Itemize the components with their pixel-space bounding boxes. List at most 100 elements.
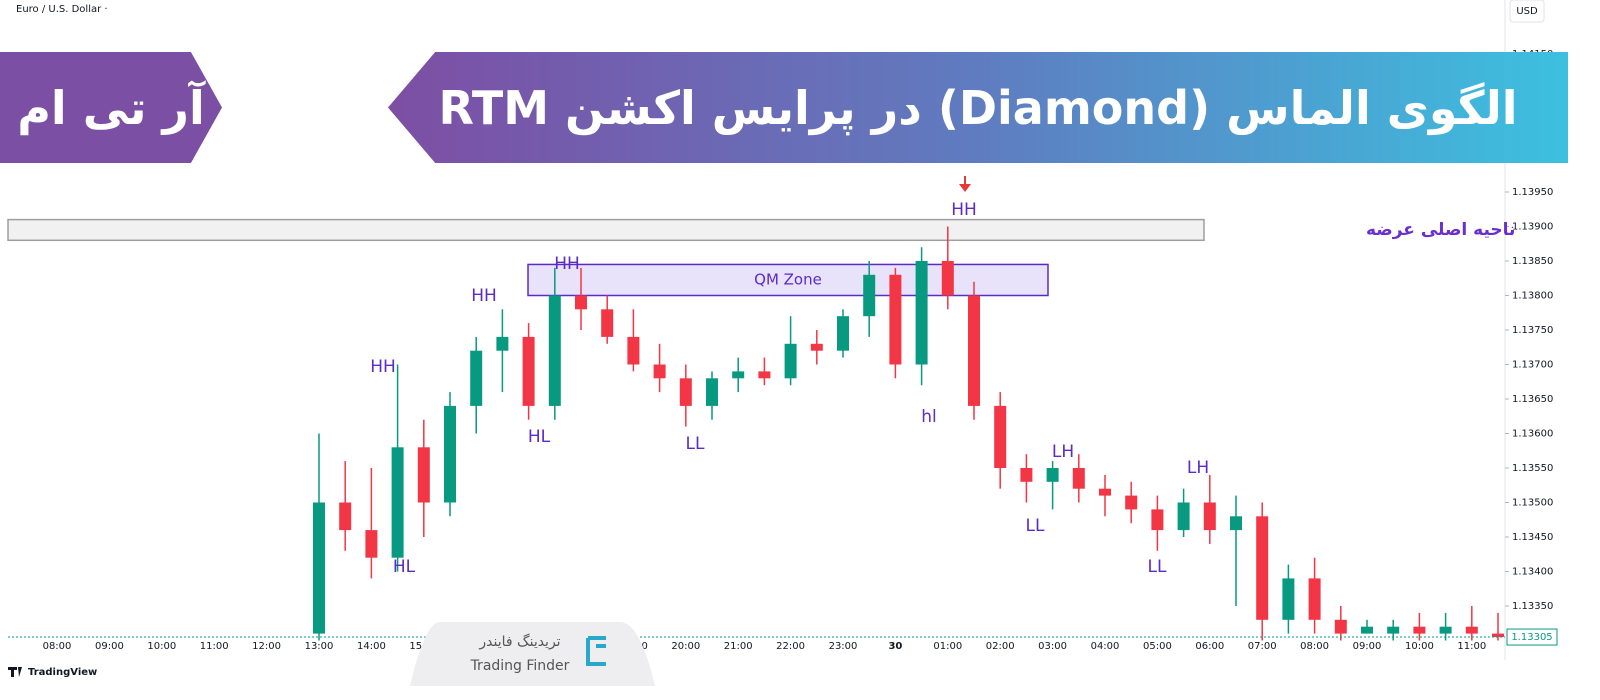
candle-body <box>968 295 980 406</box>
candle-body <box>1308 578 1321 620</box>
last-price-label: 1.13305 <box>1511 632 1552 643</box>
x-tick-label: 08:00 <box>43 641 72 652</box>
structure-label: HL <box>528 427 551 447</box>
structure-label: LL <box>1026 516 1045 536</box>
x-tick-label: 01:00 <box>933 641 962 652</box>
candle-body <box>1203 502 1216 531</box>
last-price-box <box>1506 628 1558 646</box>
candle-body <box>575 295 587 310</box>
watermark-bg <box>410 622 655 686</box>
candle-body <box>1439 626 1452 634</box>
candle-body <box>810 343 823 351</box>
x-tick-label: 23:00 <box>829 641 858 652</box>
candle-body <box>627 336 640 365</box>
structure-label: HL <box>393 557 416 577</box>
watermark-en: Trading Finder <box>470 658 570 674</box>
candle-body <box>1413 626 1426 634</box>
brand: TradingView <box>28 667 97 678</box>
x-tick-label: 21:00 <box>724 641 753 652</box>
candle-body <box>1072 468 1085 489</box>
candle-body <box>1282 578 1295 620</box>
candle-body <box>1020 468 1033 482</box>
y-tick-label: 1.13700 <box>1512 360 1553 371</box>
candle-body <box>1361 626 1373 634</box>
candle-body <box>941 261 954 296</box>
y-tick-label: 1.13500 <box>1512 498 1553 509</box>
candle-body <box>1046 468 1059 482</box>
watermark-fa: تریدینگ فایندر <box>478 633 560 650</box>
y-tick-label: 1.13550 <box>1512 463 1553 474</box>
candle-body <box>863 274 876 317</box>
x-tick-label: 13:00 <box>305 641 334 652</box>
structure-label: HH <box>471 286 497 306</box>
x-tick-label: 05:00 <box>1143 641 1172 652</box>
y-tick-label: 1.13350 <box>1512 601 1553 612</box>
x-tick-label: 20:00 <box>671 641 700 652</box>
x-tick-label: 07:00 <box>1248 641 1277 652</box>
y-tick-label: 1.13950 <box>1512 187 1553 198</box>
candle-body <box>313 502 325 634</box>
candle-body <box>1334 619 1347 634</box>
candle-body <box>391 447 404 558</box>
x-tick-label: 04:00 <box>1091 641 1120 652</box>
x-tick-label: 06:00 <box>1195 641 1224 652</box>
candle-body <box>470 350 483 406</box>
x-tick-label: 22:00 <box>776 641 805 652</box>
structure-label: hl <box>921 407 937 427</box>
candle-body <box>1256 516 1269 620</box>
x-tick-label: 11:00 <box>1457 641 1486 652</box>
candle-body <box>994 405 1007 468</box>
title-banner: الگوی الماس (Diamond) در پرایس اکشن RTM <box>388 52 1568 163</box>
candle-body <box>522 336 535 406</box>
structure-label: LH <box>1052 442 1074 462</box>
structure-label: HH <box>370 357 396 377</box>
candle-body <box>653 364 666 379</box>
structure-label: LL <box>1148 557 1167 577</box>
x-tick-label: 09:00 <box>95 641 124 652</box>
y-tick-label: 1.13850 <box>1512 256 1553 267</box>
candle-body <box>1492 633 1504 638</box>
candle-body <box>1125 495 1138 510</box>
structure-label: LH <box>1187 458 1209 478</box>
candle-body <box>706 378 718 406</box>
y-tick-label: 1.13400 <box>1512 567 1553 578</box>
y-tick-label: 1.13800 <box>1512 291 1553 302</box>
candle-body <box>1387 626 1400 634</box>
candle-body <box>915 261 928 365</box>
candle-body <box>732 371 745 379</box>
candle-body <box>837 316 849 351</box>
candle-body <box>889 274 902 365</box>
candle-body <box>1465 626 1478 634</box>
x-tick-label: 08:00 <box>1300 641 1329 652</box>
candle-body <box>339 502 352 531</box>
candle-body <box>1230 516 1242 531</box>
candle-body <box>601 309 614 337</box>
x-tick-label: 02:00 <box>986 641 1015 652</box>
watermark-logo <box>586 636 606 666</box>
arrow <box>959 176 971 192</box>
candle-body <box>1151 509 1164 531</box>
x-tick-label: 10:00 <box>147 641 176 652</box>
structure-label: HH <box>951 200 977 220</box>
brand-logo <box>8 667 22 677</box>
x-tick-label: 12:00 <box>252 641 281 652</box>
zone-label: QM Zone <box>754 270 822 288</box>
candle-body <box>417 447 430 503</box>
y-tick-label: 1.13900 <box>1512 222 1553 233</box>
x-tick-label: 09:00 <box>1353 641 1382 652</box>
currency: USD <box>1516 6 1538 17</box>
structure-label: HH <box>554 254 580 274</box>
candle-body <box>784 343 797 379</box>
x-tick-label: 14:00 <box>357 641 386 652</box>
y-tick-label: 1.13750 <box>1512 325 1553 336</box>
symbol: Euro / U.S. Dollar · <box>16 4 108 15</box>
candle-body <box>679 378 692 406</box>
x-tick-label: 03:00 <box>1038 641 1067 652</box>
candle-body <box>365 530 378 558</box>
candle-body <box>1177 502 1190 531</box>
x-tick-label: 11:00 <box>200 641 229 652</box>
structure-label: LL <box>686 434 705 454</box>
zone <box>7 218 1205 242</box>
